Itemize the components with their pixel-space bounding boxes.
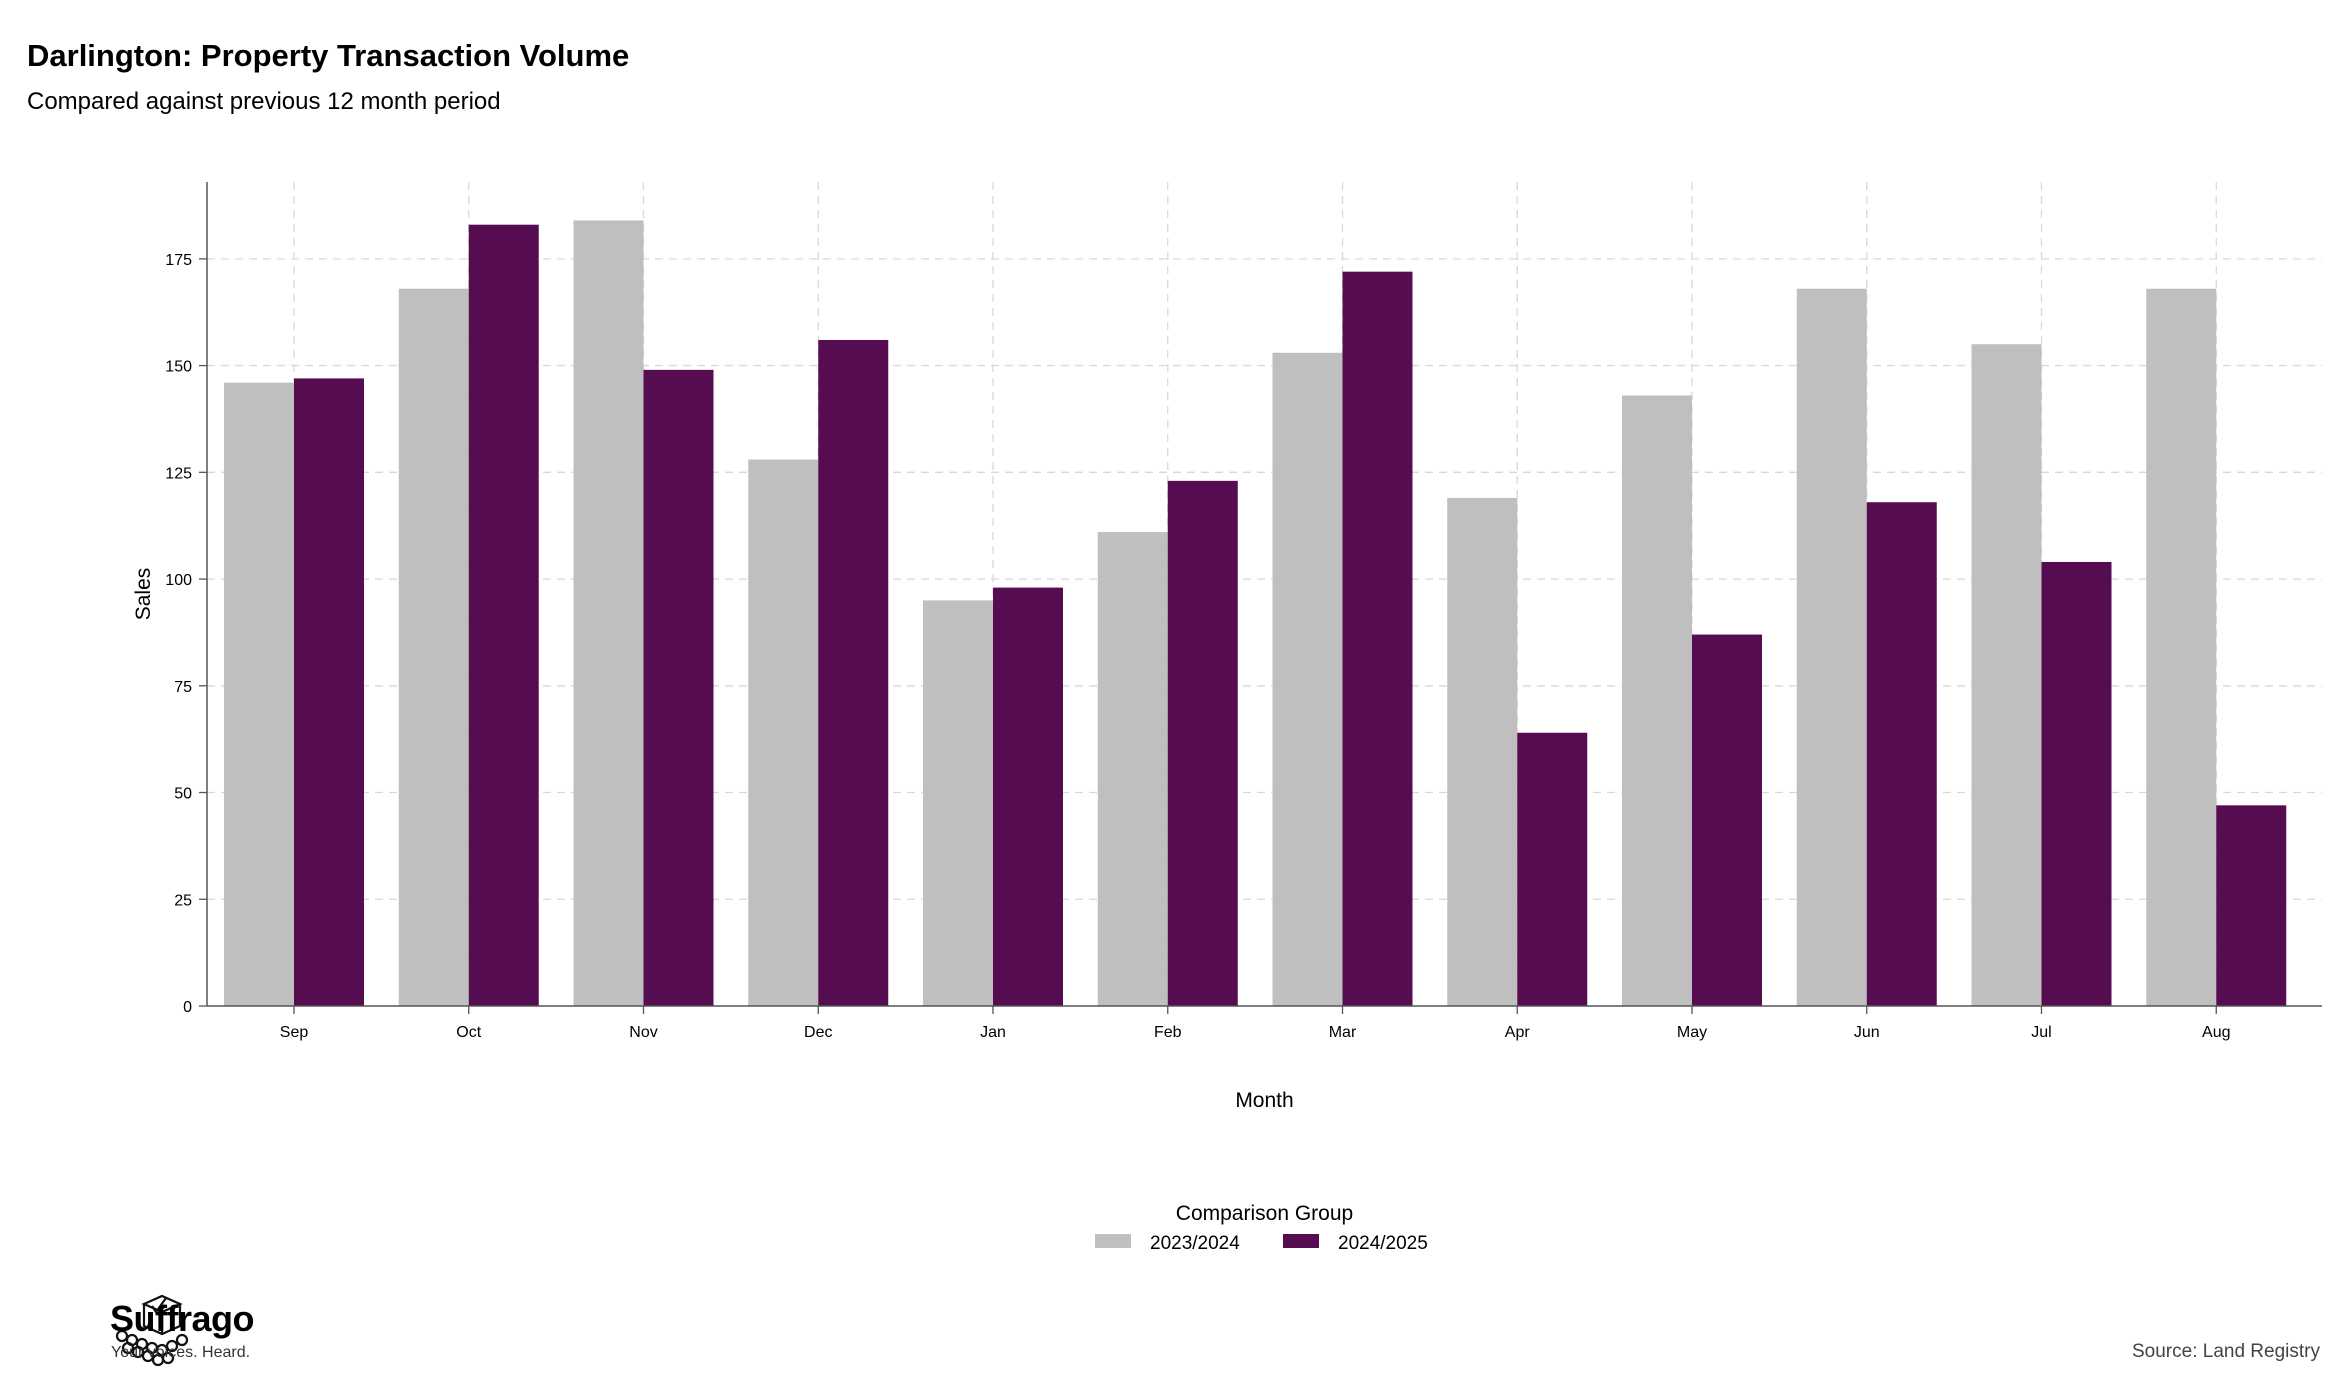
x-tick-label: Jun xyxy=(1854,1024,1880,1041)
x-tick-label: May xyxy=(1677,1024,1707,1041)
bar-2024-2025-nov xyxy=(643,369,714,1006)
x-tick-label: Sep xyxy=(280,1024,309,1041)
y-tick-label: 75 xyxy=(174,679,192,696)
x-tick-label: Nov xyxy=(629,1024,657,1041)
bar-2024-2025-jul xyxy=(2041,561,2112,1006)
brand-tagline: Your voices. Heard. xyxy=(111,1344,251,1361)
bar-2024-2025-jan xyxy=(993,587,1063,1006)
y-tick-label: 125 xyxy=(165,465,192,482)
bar-2023-2024-aug xyxy=(2146,288,2217,1007)
x-tick-labels: Sep Oct Nov Dec Jan Feb Mar Apr May Jun Jul Aug xyxy=(280,1006,2230,1041)
bar-2023-2024-feb xyxy=(1097,532,1168,1006)
x-axis-title: Month xyxy=(1235,1089,1293,1112)
bar-2023-2024-jul xyxy=(1971,344,2042,1006)
y-tick-label: 100 xyxy=(165,572,192,589)
x-tick-label: Apr xyxy=(1505,1024,1531,1041)
bar-2024-2025-dec xyxy=(818,339,889,1007)
bar-2024-2025-oct xyxy=(468,224,539,1006)
bar-2023-2024-sep xyxy=(224,382,294,1006)
bar-2024-2025-feb xyxy=(1167,480,1238,1006)
legend: Comparison Group 2023/2024 2024/2025 xyxy=(1095,1202,1428,1254)
bar-chart: 0 25 50 75 100 125 150 175 Sep Oct Nov Dec Jan Feb Ma… xyxy=(132,182,2322,1254)
source-note: Source: Land Registry xyxy=(2132,1341,2320,1362)
bar-2023-2024-dec xyxy=(748,459,819,1006)
legend-label: 2023/2024 xyxy=(1150,1233,1240,1254)
y-axis-title: Sales xyxy=(132,568,155,621)
y-tick-label: 50 xyxy=(174,786,192,803)
y-tick-label: 150 xyxy=(165,359,192,376)
bar-2023-2024-may xyxy=(1622,395,1692,1006)
bar-2023-2024-mar xyxy=(1272,352,1343,1006)
bar-2023-2024-jun xyxy=(1796,288,1867,1007)
chart-subtitle: Compared against previous 12 month perio… xyxy=(27,88,501,115)
y-tick-label: 0 xyxy=(183,999,192,1016)
suffrago-logo-icon xyxy=(115,1294,189,1367)
bar-2023-2024-apr xyxy=(1447,497,1518,1006)
brand-name: Suffrago xyxy=(110,1298,255,1339)
bar-2024-2025-sep xyxy=(294,378,364,1006)
x-tick-label: Feb xyxy=(1154,1024,1182,1041)
y-tick-labels: 0 25 50 75 100 125 150 175 xyxy=(165,252,207,1016)
bar-2024-2025-apr xyxy=(1517,732,1588,1006)
legend-swatch xyxy=(1095,1234,1131,1248)
bar-2023-2024-oct xyxy=(398,288,469,1007)
x-tick-label: Jul xyxy=(2031,1024,2051,1041)
x-tick-label: Oct xyxy=(456,1024,481,1041)
legend-label: 2024/2025 xyxy=(1338,1233,1428,1254)
x-tick-label: Dec xyxy=(804,1024,832,1041)
bar-2024-2025-mar xyxy=(1342,271,1413,1006)
x-tick-label: Aug xyxy=(2202,1024,2230,1041)
bar-2023-2024-nov xyxy=(573,220,644,1006)
legend-title: Comparison Group xyxy=(1176,1202,1353,1225)
axes xyxy=(206,182,2322,1007)
x-tick-label: Jan xyxy=(980,1024,1006,1041)
bar-2024-2025-aug xyxy=(2216,805,2287,1006)
bar-2024-2025-may xyxy=(1692,634,1762,1006)
x-tick-label: Mar xyxy=(1329,1024,1357,1041)
chart-title: Darlington: Property Transaction Volume xyxy=(27,38,630,73)
bar-2024-2025-jun xyxy=(1866,502,1937,1006)
y-tick-label: 175 xyxy=(165,252,192,269)
legend-swatch xyxy=(1283,1234,1319,1248)
bar-2023-2024-jan xyxy=(923,600,993,1006)
y-tick-label: 25 xyxy=(174,892,192,909)
bars-group xyxy=(224,220,2287,1007)
